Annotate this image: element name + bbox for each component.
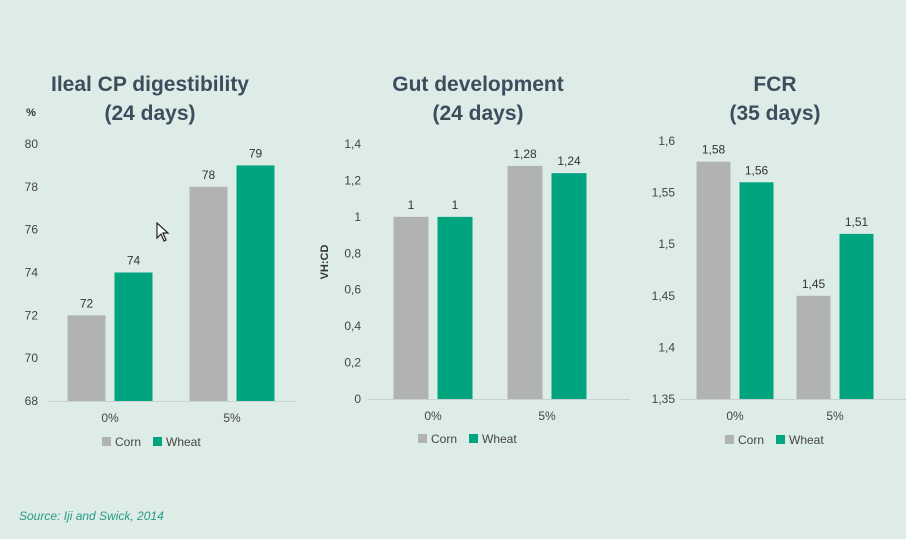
mouse-pointer-icon xyxy=(156,222,170,242)
data-label: 72 xyxy=(80,296,94,310)
bar-wheat xyxy=(839,233,874,399)
legend-swatch-wheat xyxy=(776,435,785,444)
chart-title-line2: (35 days) xyxy=(729,102,821,125)
chart-title-line1: FCR xyxy=(753,73,797,96)
data-label: 1,58 xyxy=(702,143,726,157)
bar-wheat xyxy=(114,272,153,401)
chart-title-line2: (24 days) xyxy=(432,102,524,125)
data-label: 1,56 xyxy=(745,163,769,177)
legend-label-corn: Corn xyxy=(738,433,764,447)
legend-label-wheat: Wheat xyxy=(166,435,201,449)
data-label: 1,28 xyxy=(513,147,537,161)
chart-panel-ileal: Ileal CP digestibility (24 days) 68 70 72 7… xyxy=(0,0,300,470)
chart-panel-gut: Gut development (24 days) 0 0,2 0,4 0,6 0,8 1… xyxy=(300,0,630,470)
bar-corn xyxy=(189,186,228,401)
x-tick-label: 5% xyxy=(223,411,241,425)
y-tick-label: 0,8 xyxy=(344,246,361,260)
y-tick-label: 1,4 xyxy=(658,340,675,354)
chart-plot-fcr: 1,35 1,4 1,45 1,5 1,55 1,6 1,58 1,56 0% 1,45 1,51 5… xyxy=(652,134,906,447)
y-tick-label: 76 xyxy=(25,223,39,237)
legend-label-corn: Corn xyxy=(431,432,457,446)
bar-corn xyxy=(507,165,543,399)
chart-plot-gut: 0 0,2 0,4 0,6 0,8 1 1,2 1,4 VH:CD 1 1 0% 1,28 1,24 5% C… xyxy=(319,137,630,446)
bar-corn xyxy=(696,161,731,399)
y-tick-label: 68 xyxy=(25,394,39,408)
y-tick-label: 1,55 xyxy=(652,186,676,200)
bar-wheat xyxy=(739,182,774,399)
legend-label-corn: Corn xyxy=(115,435,141,449)
y-tick-label: 1,2 xyxy=(344,173,361,187)
y-tick-label: 1,5 xyxy=(658,237,675,251)
bar-wheat xyxy=(551,173,587,399)
data-label: 1 xyxy=(452,198,459,212)
chart-title: Gut development (24 days) xyxy=(313,70,643,128)
data-label: 79 xyxy=(249,146,263,160)
y-tick-label: 80 xyxy=(25,137,39,151)
y-tick-label: 0,6 xyxy=(344,283,361,297)
chart-title-line2: (24 days) xyxy=(104,102,196,125)
data-label: 1,51 xyxy=(845,215,869,229)
y-tick-label: 1 xyxy=(354,210,361,224)
legend-swatch-corn xyxy=(725,435,734,444)
y-tick-label: 1,6 xyxy=(658,134,675,148)
y-tick-label: 1,45 xyxy=(652,289,676,303)
y-axis-label: % xyxy=(26,107,36,119)
x-tick-label: 5% xyxy=(826,409,844,423)
chart-title-line1: Ileal CP digestibility xyxy=(50,73,249,96)
bar-wheat xyxy=(236,165,275,401)
x-tick-label: 0% xyxy=(424,409,442,423)
data-label: 78 xyxy=(202,168,216,182)
chart-title-line1: Gut development xyxy=(392,73,564,96)
legend-swatch-corn xyxy=(102,437,111,446)
data-label: 74 xyxy=(127,254,141,268)
y-tick-label: 72 xyxy=(25,308,39,322)
source-caption: Source: Iji and Swick, 2014 xyxy=(19,509,164,523)
y-tick-label: 74 xyxy=(25,266,39,280)
bar-corn xyxy=(796,295,831,399)
legend-swatch-corn xyxy=(418,434,427,443)
x-tick-label: 5% xyxy=(538,409,556,423)
data-label: 1,24 xyxy=(557,154,581,168)
bar-wheat xyxy=(437,216,473,399)
y-tick-label: 0,4 xyxy=(344,319,361,333)
data-label: 1,45 xyxy=(802,277,826,291)
y-tick-label: 70 xyxy=(25,351,39,365)
chart-panel-fcr: FCR (35 days) 1,35 1,4 1,45 1,5 1,55 1,6 1,58 1… xyxy=(630,0,906,470)
y-tick-label: 1,4 xyxy=(344,137,361,151)
y-tick-label: 1,35 xyxy=(652,392,676,406)
data-label: 1 xyxy=(408,198,415,212)
legend-swatch-wheat xyxy=(153,437,162,446)
bar-corn xyxy=(393,216,429,399)
chart-title: FCR (35 days) xyxy=(637,70,906,128)
chart-plot-ileal: 68 70 72 74 76 78 80% 72 74 0% 78 79 5% Corn Wheat xyxy=(25,107,296,449)
y-axis-label: VH:CD xyxy=(319,245,331,280)
bar-corn xyxy=(67,315,106,401)
chart-title: Ileal CP digestibility (24 days) xyxy=(0,70,300,128)
y-tick-label: 0 xyxy=(354,392,361,406)
legend-swatch-wheat xyxy=(469,434,478,443)
y-tick-label: 0,2 xyxy=(344,356,361,370)
y-tick-label: 78 xyxy=(25,180,39,194)
x-tick-label: 0% xyxy=(101,411,119,425)
x-tick-label: 0% xyxy=(726,409,744,423)
legend-label-wheat: Wheat xyxy=(789,433,824,447)
legend-label-wheat: Wheat xyxy=(482,432,517,446)
